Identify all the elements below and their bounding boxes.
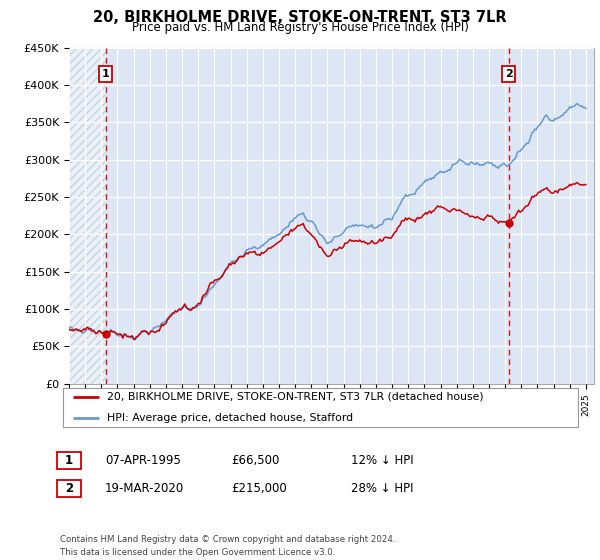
Text: 28% ↓ HPI: 28% ↓ HPI [351, 482, 413, 495]
Text: 20, BIRKHOLME DRIVE, STOKE-ON-TRENT, ST3 7LR (detached house): 20, BIRKHOLME DRIVE, STOKE-ON-TRENT, ST3… [107, 392, 484, 402]
Text: 2: 2 [65, 482, 73, 495]
Text: 1: 1 [65, 454, 73, 467]
Text: 20, BIRKHOLME DRIVE, STOKE-ON-TRENT, ST3 7LR: 20, BIRKHOLME DRIVE, STOKE-ON-TRENT, ST3… [93, 10, 507, 25]
Text: HPI: Average price, detached house, Stafford: HPI: Average price, detached house, Staf… [107, 413, 353, 423]
FancyBboxPatch shape [57, 452, 81, 469]
Text: 07-APR-1995: 07-APR-1995 [105, 454, 181, 467]
Text: 19-MAR-2020: 19-MAR-2020 [105, 482, 184, 495]
Text: Price paid vs. HM Land Registry's House Price Index (HPI): Price paid vs. HM Land Registry's House … [131, 21, 469, 34]
Text: 2: 2 [505, 69, 512, 79]
Text: Contains HM Land Registry data © Crown copyright and database right 2024.
This d: Contains HM Land Registry data © Crown c… [60, 535, 395, 557]
Text: £66,500: £66,500 [231, 454, 280, 467]
FancyBboxPatch shape [57, 480, 81, 497]
Text: 12% ↓ HPI: 12% ↓ HPI [351, 454, 413, 467]
Text: 1: 1 [102, 69, 110, 79]
Text: £215,000: £215,000 [231, 482, 287, 495]
FancyBboxPatch shape [62, 388, 578, 427]
